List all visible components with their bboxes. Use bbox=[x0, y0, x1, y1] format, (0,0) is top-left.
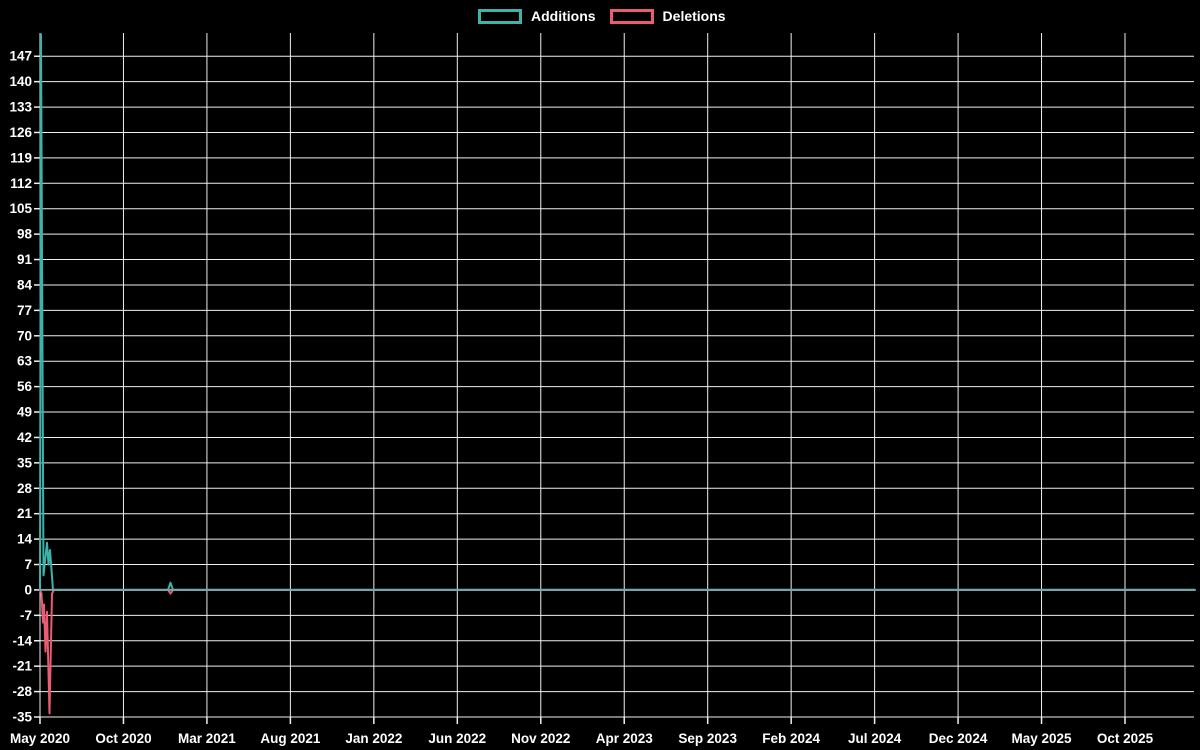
y-axis-tick-label: -21 bbox=[12, 659, 32, 674]
chart-legend: Additions Deletions bbox=[478, 8, 726, 24]
legend-label-additions: Additions bbox=[531, 8, 596, 24]
y-axis-tick-label: 84 bbox=[17, 277, 33, 292]
y-axis-tick-label: 56 bbox=[17, 379, 33, 394]
x-axis-tick-label: Nov 2022 bbox=[511, 731, 570, 746]
x-axis-tick-label: Apr 2023 bbox=[596, 731, 654, 746]
y-axis-tick-label: 147 bbox=[9, 49, 32, 64]
y-axis-tick-label: 28 bbox=[17, 481, 33, 496]
x-axis-tick-label: Dec 2024 bbox=[929, 731, 988, 746]
x-axis-tick-label: Jul 2024 bbox=[848, 731, 902, 746]
y-axis-tick-label: -7 bbox=[20, 608, 32, 623]
y-axis-tick-label: 0 bbox=[24, 582, 32, 597]
x-axis-tick-label: Feb 2024 bbox=[762, 731, 820, 746]
y-axis-tick-label: 112 bbox=[10, 176, 32, 191]
y-axis-tick-label: 77 bbox=[17, 303, 32, 318]
y-axis-tick-label: -28 bbox=[12, 684, 32, 699]
y-axis-tick-label: 119 bbox=[10, 150, 32, 165]
y-axis-tick-label: 105 bbox=[9, 201, 32, 216]
y-axis-tick-label: -35 bbox=[12, 710, 32, 725]
x-axis-tick-label: Oct 2020 bbox=[95, 731, 151, 746]
legend-item-additions[interactable]: Additions bbox=[478, 8, 596, 24]
y-axis-tick-label: 63 bbox=[17, 354, 33, 369]
x-axis-tick-label: Oct 2025 bbox=[1097, 731, 1154, 746]
x-axis-tick-label: Jan 2022 bbox=[345, 731, 402, 746]
y-axis-tick-label: 140 bbox=[9, 74, 32, 89]
x-axis-tick-label: May 2025 bbox=[1012, 731, 1073, 746]
deletions-line bbox=[39, 588, 1196, 715]
additions-line bbox=[39, 33, 1196, 591]
y-axis-tick-label: 91 bbox=[17, 252, 33, 267]
x-axis-tick-label: Aug 2021 bbox=[260, 731, 321, 746]
x-axis-tick-label: Sep 2023 bbox=[678, 731, 737, 746]
y-axis-tick-label: 14 bbox=[17, 532, 33, 547]
deletions-swatch-icon bbox=[609, 8, 654, 24]
y-axis-tick-label: 126 bbox=[9, 125, 32, 140]
y-axis-tick-label: 35 bbox=[17, 455, 33, 470]
legend-item-deletions[interactable]: Deletions bbox=[609, 8, 726, 24]
y-axis-tick-label: 98 bbox=[17, 227, 33, 242]
additions-swatch-icon bbox=[478, 8, 522, 24]
y-axis-tick-label: 133 bbox=[9, 100, 32, 115]
y-axis-tick-label: 21 bbox=[17, 506, 33, 521]
x-axis-tick-label: Jun 2022 bbox=[428, 731, 486, 746]
y-axis-tick-label: 42 bbox=[17, 430, 32, 445]
y-axis-tick-label: -14 bbox=[12, 633, 32, 648]
y-axis-tick-label: 7 bbox=[24, 557, 32, 572]
x-axis-tick-label: May 2020 bbox=[10, 731, 70, 746]
x-axis-tick-label: Mar 2021 bbox=[178, 731, 236, 746]
y-axis-tick-label: 49 bbox=[17, 405, 32, 420]
legend-label-deletions: Deletions bbox=[662, 8, 726, 24]
y-axis-tick-label: 70 bbox=[17, 328, 32, 343]
